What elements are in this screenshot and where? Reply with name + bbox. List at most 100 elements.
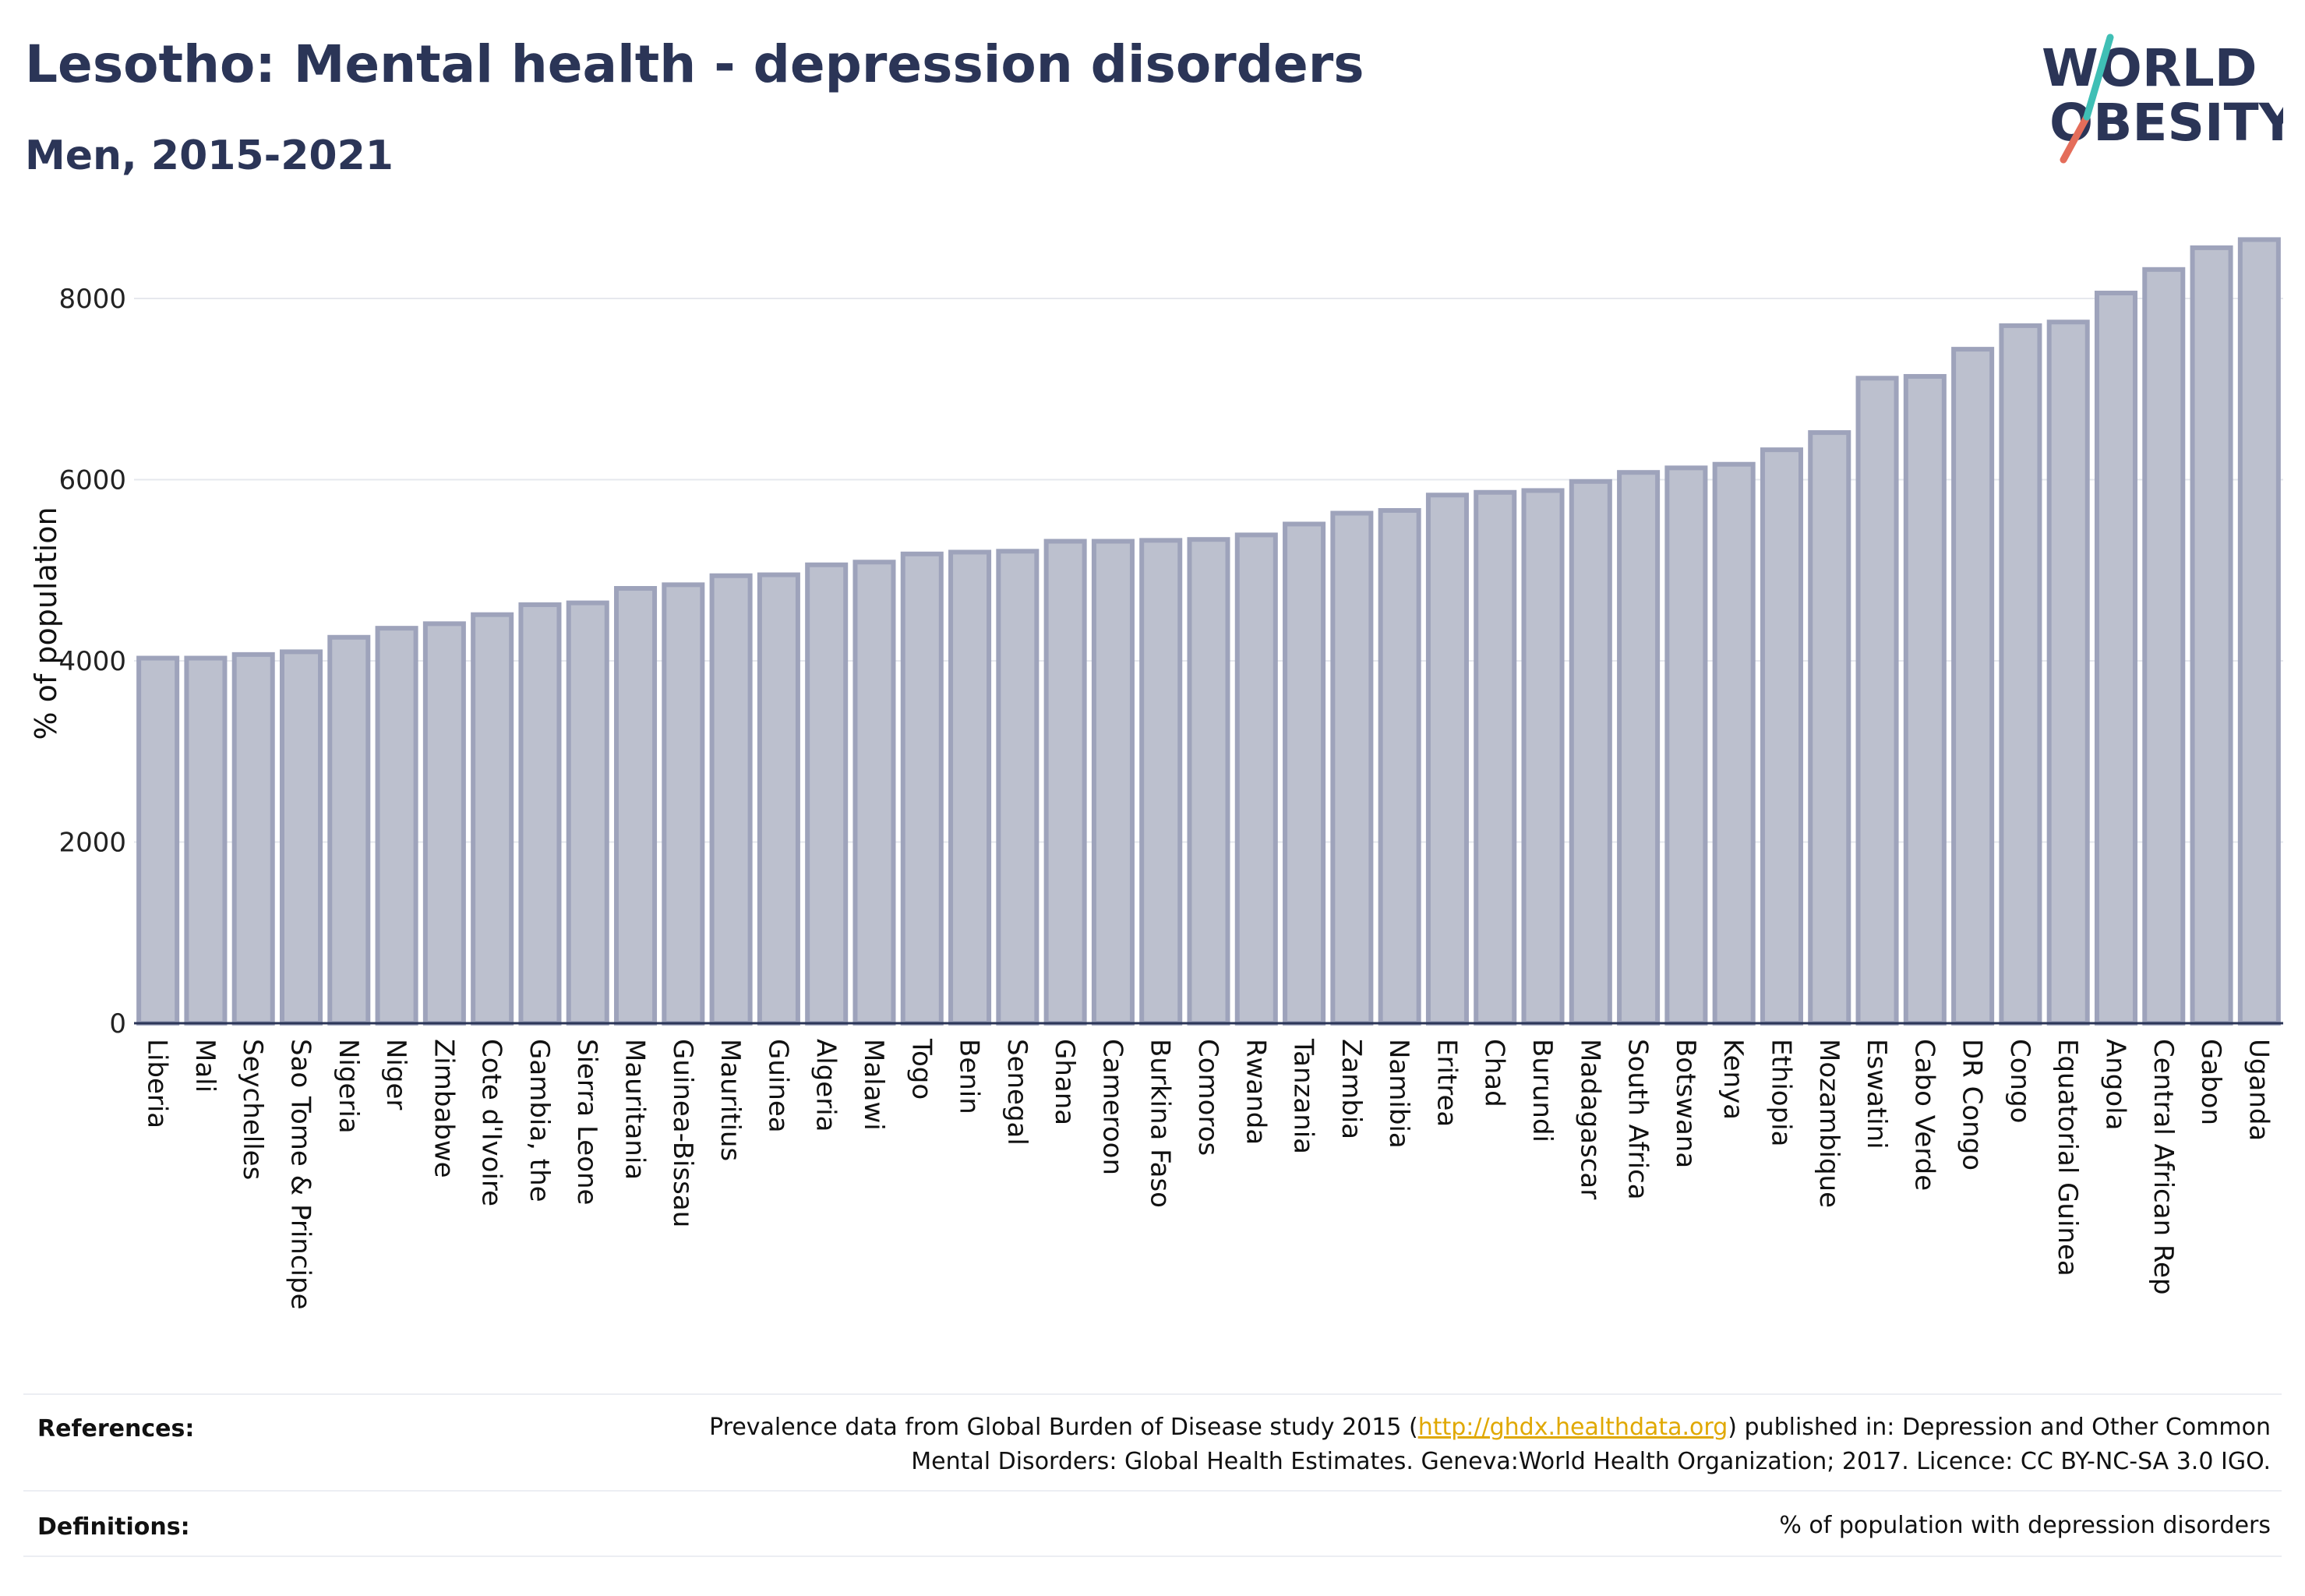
- x-tick-label: Niger: [380, 1039, 411, 1110]
- bar: [518, 602, 562, 1026]
- x-tick-label: Cameroon: [1096, 1039, 1128, 1175]
- x-tick-label: Gabon: [2195, 1039, 2226, 1125]
- bar: [136, 655, 180, 1026]
- x-tick-label: Gambia, the: [524, 1039, 555, 1202]
- bar: [184, 655, 228, 1026]
- bar: [1664, 465, 1708, 1026]
- bar: [1474, 489, 1517, 1026]
- x-tick-label: Tanzania: [1288, 1038, 1319, 1154]
- logo-slash-top: [2083, 34, 2114, 121]
- bar: [1617, 470, 1661, 1026]
- bar: [2046, 320, 2090, 1026]
- x-tick-label: Botswana: [1670, 1039, 1701, 1168]
- y-tick-label: 0: [109, 1008, 126, 1040]
- x-tick-label: Malawi: [858, 1039, 889, 1131]
- x-tick-label: Rwanda: [1240, 1039, 1271, 1145]
- x-tick-label: Congo: [2004, 1039, 2035, 1123]
- bar: [279, 649, 323, 1026]
- references-post: ) published in: Depression and Other Com…: [1728, 1414, 2271, 1441]
- x-tick-label: Guinea: [762, 1039, 793, 1133]
- y-axis-ticks: 0 2000 4000 6000 8000: [58, 284, 126, 1040]
- bar: [1569, 478, 1612, 1026]
- x-tick-label: Senegal: [1001, 1039, 1032, 1146]
- definitions-text: % of population with depression disorder…: [1779, 1512, 2271, 1539]
- bar: [2237, 237, 2281, 1026]
- bar: [422, 621, 466, 1026]
- x-tick-label: Burundi: [1527, 1039, 1558, 1142]
- x-tick-label: Cote d'Ivoire: [476, 1039, 507, 1206]
- bar: [1903, 373, 1947, 1026]
- bar: [375, 626, 418, 1026]
- y-tick-label: 4000: [58, 646, 126, 677]
- bar: [852, 560, 896, 1026]
- references-label: References:: [37, 1415, 195, 1442]
- x-tick-label: Central African Rep: [2148, 1039, 2179, 1295]
- x-tick-label: Ghana: [1049, 1039, 1080, 1125]
- x-tick-label: Mozambique: [1813, 1039, 1844, 1208]
- y-axis-label: % of population: [29, 507, 63, 740]
- bar: [1999, 323, 2042, 1026]
- x-tick-label: Algeria: [810, 1039, 842, 1132]
- bar: [1951, 347, 1995, 1026]
- x-tick-label: South Africa: [1622, 1039, 1654, 1200]
- x-tick-label: Togo: [905, 1038, 937, 1100]
- x-tick-label: DR Congo: [1957, 1039, 1988, 1171]
- x-tick-label: Liberia: [142, 1039, 173, 1128]
- bar: [1712, 461, 1756, 1026]
- page-title: Lesotho: Mental health - depression diso…: [25, 34, 1364, 94]
- bar: [2190, 245, 2233, 1026]
- references-pre: Prevalence data from Global Burden of Di…: [709, 1414, 1418, 1441]
- x-tick-label: Cabo Verde: [1908, 1039, 1940, 1191]
- bar: [709, 573, 753, 1026]
- bar: [1139, 538, 1183, 1026]
- x-tick-label: Chad: [1479, 1039, 1510, 1107]
- bar: [1855, 376, 1899, 1026]
- bar: [757, 572, 800, 1026]
- x-tick-label: Kenya: [1717, 1039, 1749, 1120]
- x-tick-label: Guinea-Bissau: [667, 1039, 698, 1227]
- references-line2: Mental Disorders: Global Health Estimate…: [911, 1448, 2271, 1475]
- bar: [231, 651, 275, 1026]
- bar: [471, 612, 514, 1026]
- footer-divider-middle: [23, 1490, 2282, 1492]
- x-tick-label: Zambia: [1336, 1039, 1367, 1139]
- x-tick-label: Mauritania: [619, 1039, 651, 1180]
- footer-divider-top: [23, 1393, 2282, 1395]
- x-tick-label: Benin: [954, 1039, 985, 1114]
- bar: [2094, 291, 2138, 1026]
- bar: [1425, 493, 1469, 1026]
- x-tick-label: Burkina Faso: [1145, 1039, 1176, 1208]
- x-tick-label: Nigeria: [333, 1039, 364, 1134]
- bar: [2142, 267, 2186, 1026]
- x-tick-label: Comoros: [1192, 1039, 1223, 1156]
- x-tick-label: Zimbabwe: [428, 1039, 459, 1178]
- definitions-label: Definitions:: [37, 1513, 190, 1541]
- x-tick-label: Madagascar: [1574, 1039, 1605, 1199]
- x-tick-label: Equatorial Guinea: [2052, 1039, 2083, 1276]
- bar: [1330, 510, 1374, 1026]
- x-tick-label: Eswatini: [1861, 1039, 1892, 1149]
- world-obesity-logo: WORLD OBESITY: [2042, 34, 2283, 164]
- x-tick-label: Eritrea: [1431, 1039, 1462, 1127]
- bar: [1808, 430, 1851, 1026]
- x-tick-label: Seychelles: [237, 1039, 268, 1180]
- x-axis-ticks: Liberia Mali Seychelles Sao Tome & Principe…: [142, 1038, 2275, 1310]
- x-tick-label: Angola: [2099, 1039, 2130, 1130]
- references-link[interactable]: http://ghdx.healthdata.org: [1417, 1414, 1728, 1441]
- page-subtitle: Men, 2015-2021: [25, 132, 394, 179]
- y-tick-label: 6000: [58, 465, 126, 496]
- bars: [136, 237, 2281, 1026]
- y-tick-label: 8000: [58, 284, 126, 315]
- x-tick-label: Namibia: [1383, 1039, 1414, 1149]
- bar: [900, 551, 944, 1026]
- bar: [327, 634, 371, 1026]
- bar: [996, 549, 1040, 1026]
- x-tick-label: Mauritius: [715, 1039, 746, 1161]
- bar: [1091, 538, 1135, 1026]
- bar: [805, 562, 849, 1026]
- footer-divider-bottom: [23, 1555, 2282, 1557]
- bar: [948, 549, 992, 1026]
- x-tick-label: Sierra Leone: [571, 1039, 602, 1205]
- bar: [1521, 488, 1565, 1026]
- bar: [1187, 537, 1230, 1026]
